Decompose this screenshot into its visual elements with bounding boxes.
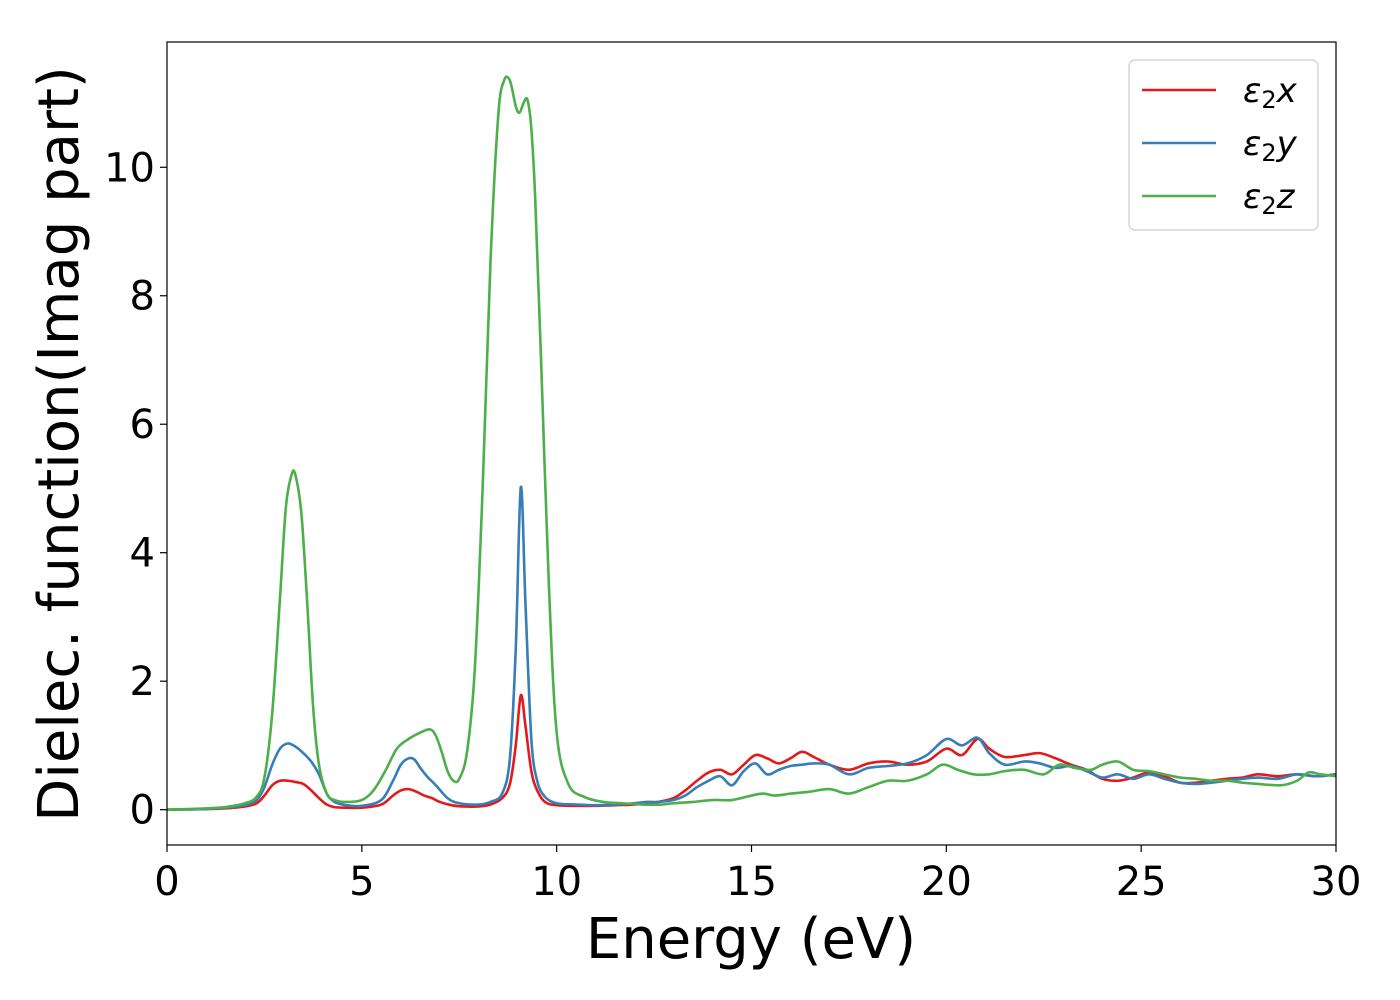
series-layer [167, 75, 1336, 811]
y-tick-label: 10 [104, 145, 155, 191]
y-tick-label: 8 [130, 274, 155, 320]
legend-frame [1128, 59, 1319, 231]
y-axis: 0 2 4 6 8 10 [104, 145, 167, 834]
x-axis: 0 5 10 15 20 25 30 [154, 845, 1361, 905]
x-tick-label: 20 [921, 859, 972, 905]
y-axis-label: Dielec. function(Imag part) [27, 66, 92, 822]
x-tick-label: 0 [154, 859, 179, 905]
series-line-z [167, 75, 1336, 811]
series-line-y [167, 485, 1336, 811]
x-tick-label: 10 [531, 859, 582, 905]
y-tick-label: 4 [130, 531, 155, 577]
legend: ε2x ε2y ε2z [1128, 59, 1319, 231]
x-tick-label: 25 [1116, 859, 1167, 905]
x-tick-label: 30 [1311, 859, 1362, 905]
y-tick-label: 6 [130, 402, 155, 448]
legend-label-y: ε2y [1243, 124, 1298, 167]
y-tick-label: 2 [130, 659, 155, 705]
y-tick-label: 0 [130, 788, 155, 834]
legend-label-z: ε2z [1243, 177, 1296, 220]
x-tick-label: 15 [726, 859, 777, 905]
x-axis-label: Energy (eV) [586, 907, 916, 972]
legend-label-x: ε2x [1243, 71, 1298, 114]
x-tick-label: 5 [349, 859, 374, 905]
